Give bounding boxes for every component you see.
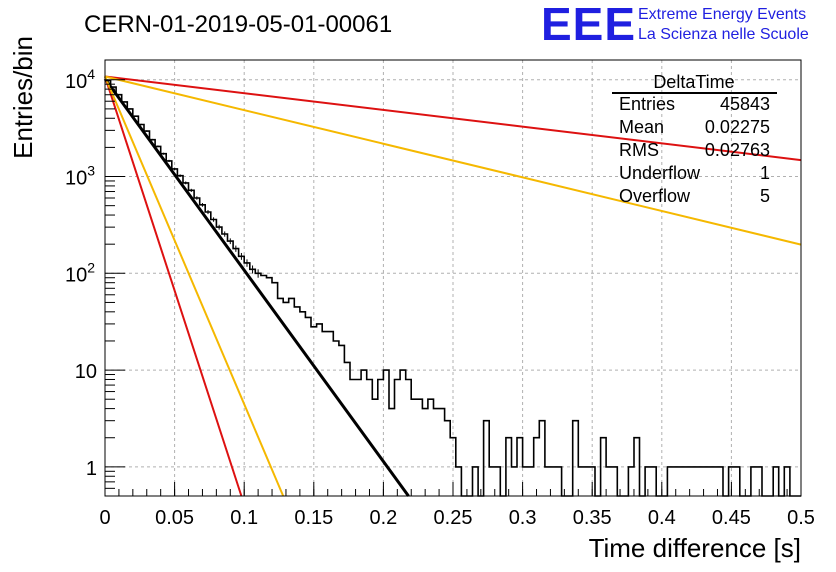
x-tick-label: 0.35	[573, 507, 612, 529]
grid	[104, 60, 802, 496]
x-tick-label: 0.5	[787, 507, 815, 529]
fit-curve-1	[104, 76, 243, 497]
y-tick-label: 1	[86, 458, 97, 480]
logo-line-1: Extreme Energy Events	[638, 6, 806, 23]
stats-label: Overflow	[619, 186, 691, 206]
stats-label: Entries	[619, 94, 675, 114]
x-tick-labels: 0 0.05 0.1 0.15 0.2 0.25 0.3 0.35 0.4 0.45 0.5	[99, 507, 814, 529]
eee-logo: EEE	[541, 0, 636, 50]
axis-ticks	[104, 79, 802, 496]
x-tick-label: 0.15	[294, 507, 333, 529]
y-tick-labels: 1 10 102 103 104	[65, 66, 97, 480]
x-tick-label: 0.05	[155, 507, 194, 529]
stats-value: 0.02763	[705, 140, 770, 160]
y-tick-label: 104	[65, 66, 95, 93]
stats-value: 0.02275	[705, 117, 770, 137]
x-axis-label: Time difference [s]	[589, 533, 801, 563]
stats-value: 45843	[720, 94, 770, 114]
stats-label: Mean	[619, 117, 664, 137]
stats-box: DeltaTime Entries 45843 Mean 0.02275 RMS 0.02…	[612, 72, 777, 206]
stats-label: RMS	[619, 140, 659, 160]
fit-curve-0	[103, 78, 410, 497]
x-tick-label: 0.2	[369, 507, 397, 529]
x-tick-label: 0.45	[712, 507, 751, 529]
stats-label: Underflow	[619, 163, 701, 183]
histogram	[105, 79, 801, 497]
x-tick-label: 0.4	[648, 507, 676, 529]
y-tick-label: 102	[65, 259, 95, 286]
x-tick-label: 0.25	[434, 507, 473, 529]
logo-line-2: La Scienza nelle Scuole	[638, 26, 809, 43]
y-axis-label: Entries/bin	[8, 36, 38, 159]
stats-value: 1	[760, 163, 770, 183]
y-tick-label: 10	[75, 361, 97, 383]
fit-curve-3	[104, 76, 285, 497]
y-tick-label: 103	[65, 163, 95, 190]
x-tick-label: 0	[99, 507, 110, 529]
fit-curve-2	[104, 75, 802, 162]
chart-title: CERN-01-2019-05-01-00061	[84, 11, 392, 38]
fit-curve-4	[104, 75, 802, 246]
stats-title: DeltaTime	[653, 72, 734, 92]
x-tick-label: 0.1	[230, 507, 258, 529]
x-tick-label: 0.3	[509, 507, 537, 529]
stats-value: 5	[760, 186, 770, 206]
curves	[103, 75, 802, 497]
